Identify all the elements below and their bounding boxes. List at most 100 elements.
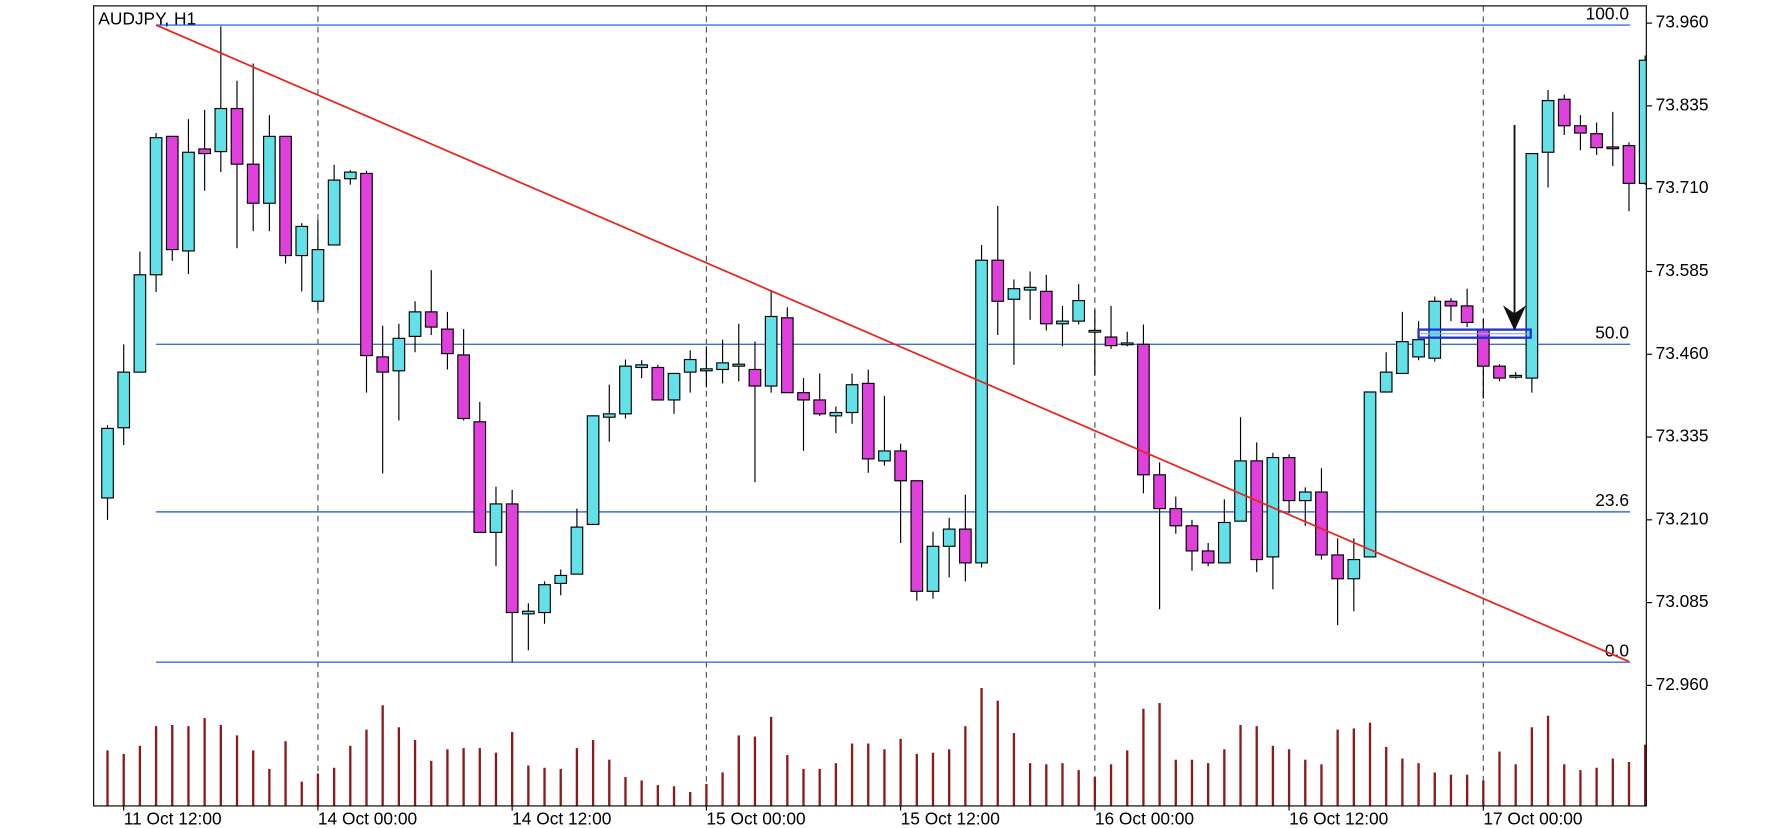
y-tick-label: 73.835 xyxy=(1656,94,1709,114)
candle-body xyxy=(230,107,244,165)
volume-bar xyxy=(332,767,336,806)
volume-bar xyxy=(948,749,951,806)
candle-body xyxy=(198,148,211,155)
volume-bar xyxy=(494,752,498,806)
candle-body xyxy=(1007,288,1021,300)
candle-body xyxy=(1056,320,1069,325)
candle-body xyxy=(360,172,373,357)
volume-bar xyxy=(106,750,109,806)
volume-bar xyxy=(1109,764,1113,806)
volume-bar xyxy=(980,688,983,806)
candle-body xyxy=(635,364,649,369)
candle-body xyxy=(926,545,940,592)
volume-bar xyxy=(1368,722,1372,806)
candle-body xyxy=(489,503,503,533)
volume-bar xyxy=(1465,774,1469,806)
volume-bar xyxy=(1401,758,1404,806)
candle-body xyxy=(1072,300,1086,322)
candle-body xyxy=(295,225,309,257)
volume-bar xyxy=(656,785,659,806)
candle-body xyxy=(1104,336,1118,347)
volume-bar xyxy=(1417,763,1420,806)
volume-layer xyxy=(106,688,1647,806)
volume-bar xyxy=(996,700,999,806)
volume-bar xyxy=(1045,764,1048,806)
volume-bar xyxy=(769,716,773,806)
candle-body xyxy=(1606,146,1620,150)
x-tick-label: 14 Oct 00:00 xyxy=(318,808,417,828)
candle-body xyxy=(667,372,681,401)
volume-bar xyxy=(672,786,676,806)
candle-body xyxy=(457,354,470,420)
candle-body xyxy=(1590,133,1603,149)
y-tick-label: 73.460 xyxy=(1656,343,1709,363)
y-tick-label: 73.210 xyxy=(1656,508,1709,528)
candle-body xyxy=(1315,491,1328,556)
candle-body xyxy=(797,392,810,401)
volume-bar xyxy=(1498,751,1501,806)
volume-bar xyxy=(154,726,158,806)
volume-bar xyxy=(1563,764,1566,806)
candle-body xyxy=(1541,100,1555,153)
trend-layer xyxy=(155,24,1630,663)
volume-bar xyxy=(867,743,870,806)
volume-bar xyxy=(1433,772,1436,806)
volume-bar xyxy=(511,731,514,806)
candle-body xyxy=(101,427,114,499)
fib-label: 100.0 xyxy=(1586,3,1629,23)
candle-body xyxy=(1120,342,1134,346)
candle-body xyxy=(959,528,972,564)
volume-bar xyxy=(1061,763,1064,806)
candle-body xyxy=(1185,525,1199,552)
y-tick-label: 73.710 xyxy=(1656,177,1709,197)
candle-body xyxy=(894,450,907,482)
candle-body xyxy=(1557,98,1571,127)
volume-bar xyxy=(1320,764,1323,806)
candle-body xyxy=(991,259,1005,302)
volume-bar xyxy=(316,773,320,806)
candle-body xyxy=(473,421,487,533)
candle-body xyxy=(1169,507,1183,527)
candle-body xyxy=(165,135,179,251)
arrow-head xyxy=(1502,305,1527,331)
volume-bar xyxy=(543,767,546,806)
candle-body xyxy=(942,528,956,547)
candle-body xyxy=(343,171,357,180)
volume-bar xyxy=(252,750,255,806)
volume-bar xyxy=(1449,774,1453,806)
volume-bar xyxy=(705,783,708,806)
volume-bar xyxy=(753,736,757,806)
candle-body xyxy=(716,362,729,371)
volume-bar xyxy=(413,740,417,806)
volume-bar xyxy=(624,777,627,806)
volume-bar xyxy=(1206,763,1210,806)
candle-body xyxy=(910,480,924,592)
y-tick-label: 73.585 xyxy=(1656,260,1709,280)
candle-body xyxy=(748,368,762,387)
volume-bar xyxy=(850,743,854,806)
candle-body xyxy=(182,151,195,252)
volume-bar xyxy=(1352,728,1355,806)
volume-bar xyxy=(203,718,206,806)
y-tick-label: 73.335 xyxy=(1656,426,1709,446)
candle-body xyxy=(1298,491,1312,502)
candle-body xyxy=(1023,286,1037,291)
candle-body xyxy=(1039,290,1053,325)
candle-body xyxy=(845,384,859,414)
volume-bar xyxy=(818,768,821,806)
candle-body xyxy=(554,574,568,584)
candle-body xyxy=(975,259,988,564)
candle-body xyxy=(1396,341,1409,375)
candle-body xyxy=(764,315,778,387)
candle-body xyxy=(1412,339,1425,358)
candle-body xyxy=(1250,460,1264,561)
volume-bar xyxy=(1271,745,1275,806)
volume-bar xyxy=(235,735,239,806)
arrow xyxy=(1502,124,1527,331)
candle-body xyxy=(651,366,665,401)
candle-body xyxy=(619,365,632,415)
candle-body xyxy=(570,526,584,575)
volume-bar xyxy=(1077,770,1080,806)
